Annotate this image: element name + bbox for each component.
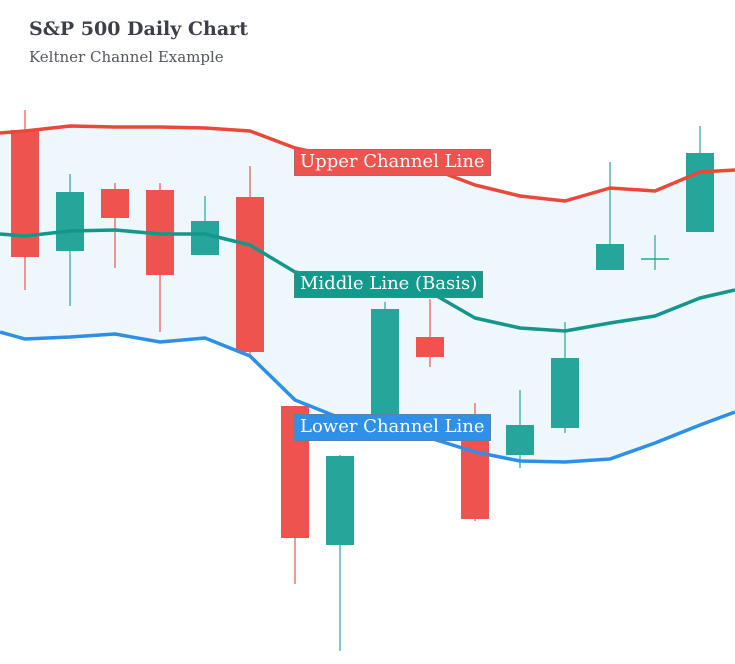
candle-body [326, 456, 354, 545]
candle-body [596, 244, 624, 270]
middle-line-label: Middle Line (Basis) [294, 271, 484, 298]
candle-body [236, 197, 264, 352]
candle-body [686, 153, 714, 232]
candle-body [11, 130, 39, 257]
chart-subtitle: Keltner Channel Example [29, 48, 224, 66]
candle-body [416, 337, 444, 357]
upper-channel-label: Upper Channel Line [294, 149, 491, 176]
candlesticks [11, 110, 714, 651]
candle-body [551, 358, 579, 428]
candle-body [56, 192, 84, 251]
candle-body [101, 189, 129, 218]
lower-channel-label: Lower Channel Line [294, 414, 491, 441]
candle-body [506, 425, 534, 455]
chart-title: S&P 500 Daily Chart [29, 18, 248, 40]
candle-body [371, 309, 399, 414]
